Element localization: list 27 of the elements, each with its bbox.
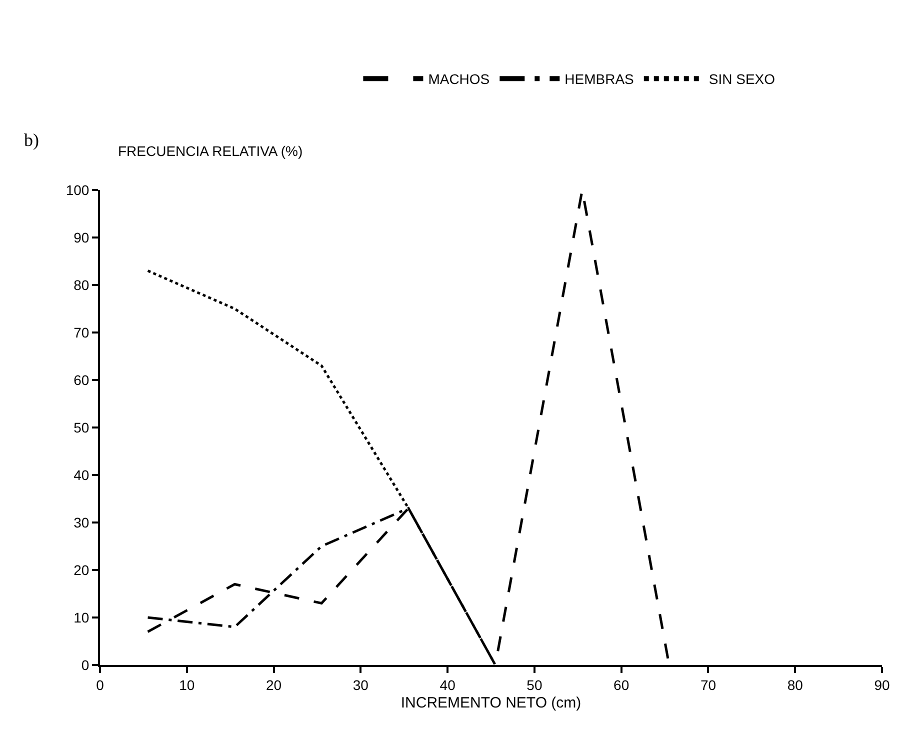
x-tick-label: 60 <box>614 676 630 693</box>
y-tick-label: 10 <box>74 609 90 626</box>
legend-label: SIN SEXO <box>708 71 776 88</box>
x-tick-label: 80 <box>787 676 804 693</box>
x-axis-title: INCREMENTO NETO (cm) <box>400 694 582 712</box>
y-tick-label: 70 <box>74 324 90 340</box>
x-tick-label: 0 <box>96 676 104 693</box>
y-tick-label: 0 <box>81 656 90 673</box>
x-tick-label: 90 <box>874 676 890 693</box>
y-tick-label: 80 <box>74 276 90 293</box>
x-tick-label: 20 <box>266 676 282 693</box>
y-tick-label: 50 <box>74 419 90 436</box>
x-tick-label: 50 <box>526 676 542 693</box>
y-tick-label: 90 <box>74 229 90 246</box>
chart-title: b) <box>24 130 39 150</box>
legend-label: HEMBRAS <box>564 71 634 88</box>
y-axis-title: FRECUENCIA RELATIVA (%) <box>118 143 303 159</box>
x-tick-label: 70 <box>700 676 716 693</box>
y-tick-label: 60 <box>74 372 90 388</box>
y-tick-label: 30 <box>74 514 90 530</box>
y-tick-label: 40 <box>74 466 90 483</box>
x-tick-label: 10 <box>179 676 195 693</box>
y-tick-label: 20 <box>74 562 90 578</box>
y-tick-label: 100 <box>66 182 90 198</box>
legend-label: MACHOS <box>428 71 490 88</box>
x-tick-label: 30 <box>352 676 369 693</box>
x-tick-label: 40 <box>440 676 456 693</box>
